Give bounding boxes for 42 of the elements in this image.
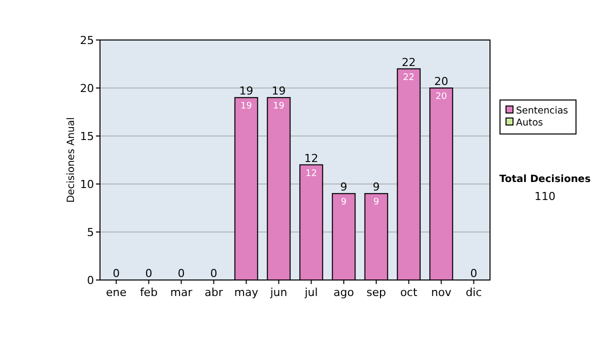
y-tick-label: 15: [80, 130, 94, 143]
x-tick-label: may: [234, 286, 259, 299]
total-label: 12: [304, 152, 318, 165]
data-label: 12: [306, 168, 317, 179]
x-tick-label: nov: [431, 286, 452, 299]
y-tick-label: 10: [80, 178, 94, 191]
data-label: 20: [436, 92, 448, 102]
data-label: 19: [273, 102, 285, 112]
x-tick-label: ene: [106, 286, 127, 299]
text: Total Decisiones: [499, 174, 591, 185]
total-label: 9: [372, 180, 380, 194]
data-label: 22: [403, 72, 414, 83]
y-tick-label: 0: [87, 274, 94, 287]
x-tick-label: dic: [466, 286, 482, 299]
y-tick-label: 20: [80, 82, 94, 95]
data-label: 9: [373, 198, 380, 208]
total-label: 19: [239, 84, 254, 98]
total-label: 9: [340, 180, 348, 194]
y-axis-title: Decisiones Anual: [66, 117, 77, 203]
x-tick-label: jul: [304, 286, 318, 299]
x-tick-label: abr: [204, 286, 224, 299]
legend-label: Sentencias: [516, 105, 568, 116]
total-label: 22: [402, 56, 416, 69]
total-label: 20: [434, 75, 448, 88]
total-label: 0: [210, 267, 218, 280]
text: 110: [534, 190, 556, 203]
x-tick-label: ago: [334, 286, 354, 299]
x-tick-label: feb: [140, 286, 158, 299]
total-label: 0: [112, 267, 120, 280]
total-label: 0: [145, 267, 152, 280]
data-label: 19: [240, 102, 252, 112]
x-tick-label: oct: [400, 286, 418, 299]
x-tick-label: jun: [269, 286, 288, 299]
x-tick-label: sep: [366, 286, 386, 299]
data-label: 9: [340, 198, 347, 208]
y-tick-label: 5: [87, 226, 94, 239]
total-label: 19: [272, 84, 286, 98]
total-label: 0: [178, 267, 185, 280]
x-tick-label: mar: [170, 286, 193, 299]
y-tick-label: 25: [80, 34, 94, 47]
legend-label: Autos: [516, 117, 544, 128]
total-label: 0: [470, 267, 478, 280]
